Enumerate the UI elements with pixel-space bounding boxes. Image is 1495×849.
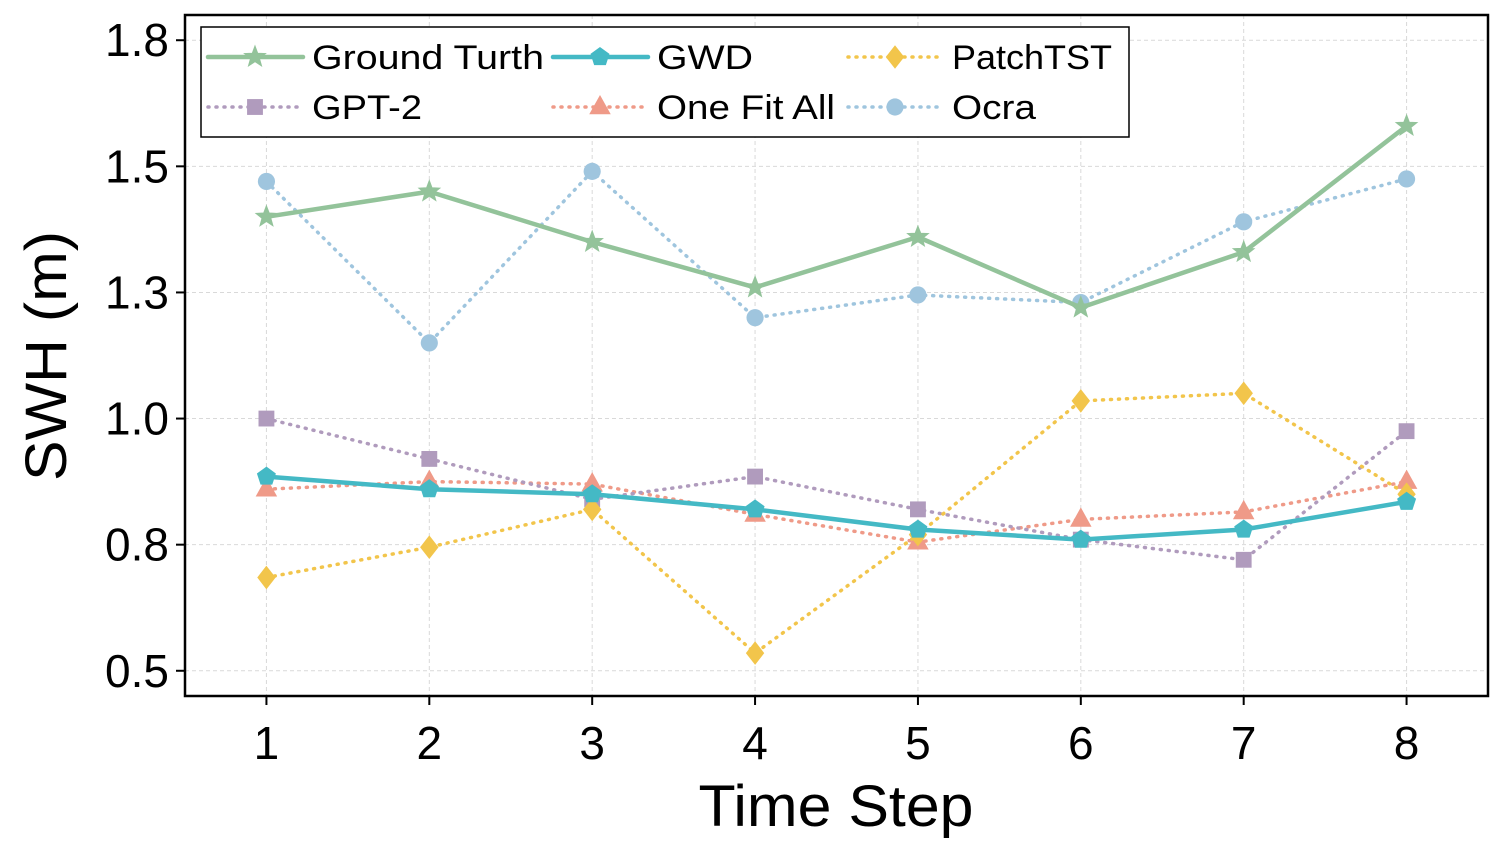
data-point (1394, 113, 1419, 137)
y-tick-label: 1.3 (105, 266, 169, 318)
data-point (747, 468, 763, 485)
legend-marker (886, 98, 904, 116)
y-tick-label: 1.0 (105, 393, 169, 445)
x-tick-label: 4 (742, 717, 768, 769)
series-line (264, 391, 1409, 655)
y-tick-label: 1.5 (105, 140, 169, 192)
legend-label: PatchTST (952, 39, 1112, 77)
data-point (745, 499, 765, 518)
data-point (257, 565, 276, 590)
legend-item: Ocra (846, 89, 1036, 127)
legend-marker (590, 46, 610, 66)
y-tick-label: 0.5 (105, 645, 169, 697)
x-axis-title: Time Step (699, 774, 974, 839)
data-point (1069, 295, 1093, 318)
legend-label: Ocra (952, 89, 1036, 127)
data-point (1398, 423, 1415, 440)
data-point (1397, 170, 1416, 188)
data-point (1071, 529, 1091, 548)
series-line (264, 474, 1409, 542)
ticks-layer: 1 2 3 4 5 6 7 8 0.5 0.8 1.0 1.3 1.5 1.8 (105, 14, 1419, 769)
x-tick-label: 8 (1394, 717, 1420, 769)
data-point (1235, 213, 1253, 231)
x-tick-label: 7 (1231, 717, 1257, 769)
legend-item: PatchTST (846, 39, 1112, 77)
y-tick-label: 1.8 (105, 14, 169, 66)
data-point (1397, 491, 1417, 510)
data-point (743, 274, 767, 298)
series-gwd (256, 466, 1417, 548)
series-ocra (257, 162, 1416, 352)
y-axis-title: SWH (m) (14, 231, 79, 481)
legend-item: Ground Turth (205, 39, 544, 77)
legend-label: GPT-2 (312, 89, 422, 127)
data-point (420, 334, 438, 352)
data-point (419, 479, 439, 498)
data-point (910, 501, 926, 518)
data-point (1071, 389, 1091, 413)
legend-item: One Fit All (551, 89, 835, 127)
legend-label: GWD (657, 39, 753, 77)
series-line (264, 416, 1409, 562)
data-point (258, 410, 275, 427)
legend-label: Ground Turth (312, 39, 544, 77)
data-point (583, 162, 601, 180)
legend-item: GWD (550, 39, 753, 77)
legend-item: GPT-2 (206, 89, 422, 127)
data-point (906, 224, 930, 248)
series-line (264, 169, 1409, 345)
data-point (1232, 499, 1255, 520)
data-point (257, 172, 276, 191)
data-point (256, 466, 276, 485)
series-layer (254, 113, 1419, 665)
series-line (264, 479, 1409, 544)
data-point (582, 484, 602, 503)
data-point (1235, 551, 1252, 568)
data-point (1234, 381, 1253, 406)
data-point (255, 477, 278, 497)
x-tick-label: 1 (254, 717, 280, 769)
data-point (582, 497, 602, 522)
data-point (1231, 239, 1256, 263)
data-point (909, 286, 927, 304)
x-tick-label: 3 (579, 717, 605, 769)
plot-frame (183, 13, 1490, 698)
legend-marker (247, 99, 263, 115)
data-point (908, 519, 928, 538)
legend-marker (885, 45, 905, 69)
data-point (580, 229, 604, 253)
data-point (1070, 507, 1092, 527)
data-point (746, 309, 764, 327)
legend-label: One Fit All (657, 89, 835, 127)
legend: Ground Turth GWD PatchTST GPT-2 One Fit All O… (200, 26, 1130, 138)
legend-marker (589, 94, 611, 115)
legend-frame (200, 26, 1130, 138)
x-tick-label: 5 (905, 717, 931, 769)
data-point (421, 450, 438, 467)
data-point (745, 641, 765, 665)
data-point (254, 204, 279, 227)
series-ground-turth (254, 113, 1419, 318)
x-tick-label: 6 (1068, 717, 1094, 769)
x-tick-label: 2 (417, 717, 443, 769)
data-point (417, 179, 442, 202)
legend-marker (243, 44, 267, 68)
y-tick-label: 0.8 (105, 519, 169, 571)
data-point (420, 535, 439, 560)
data-point (1234, 519, 1254, 538)
series-line (264, 123, 1409, 310)
